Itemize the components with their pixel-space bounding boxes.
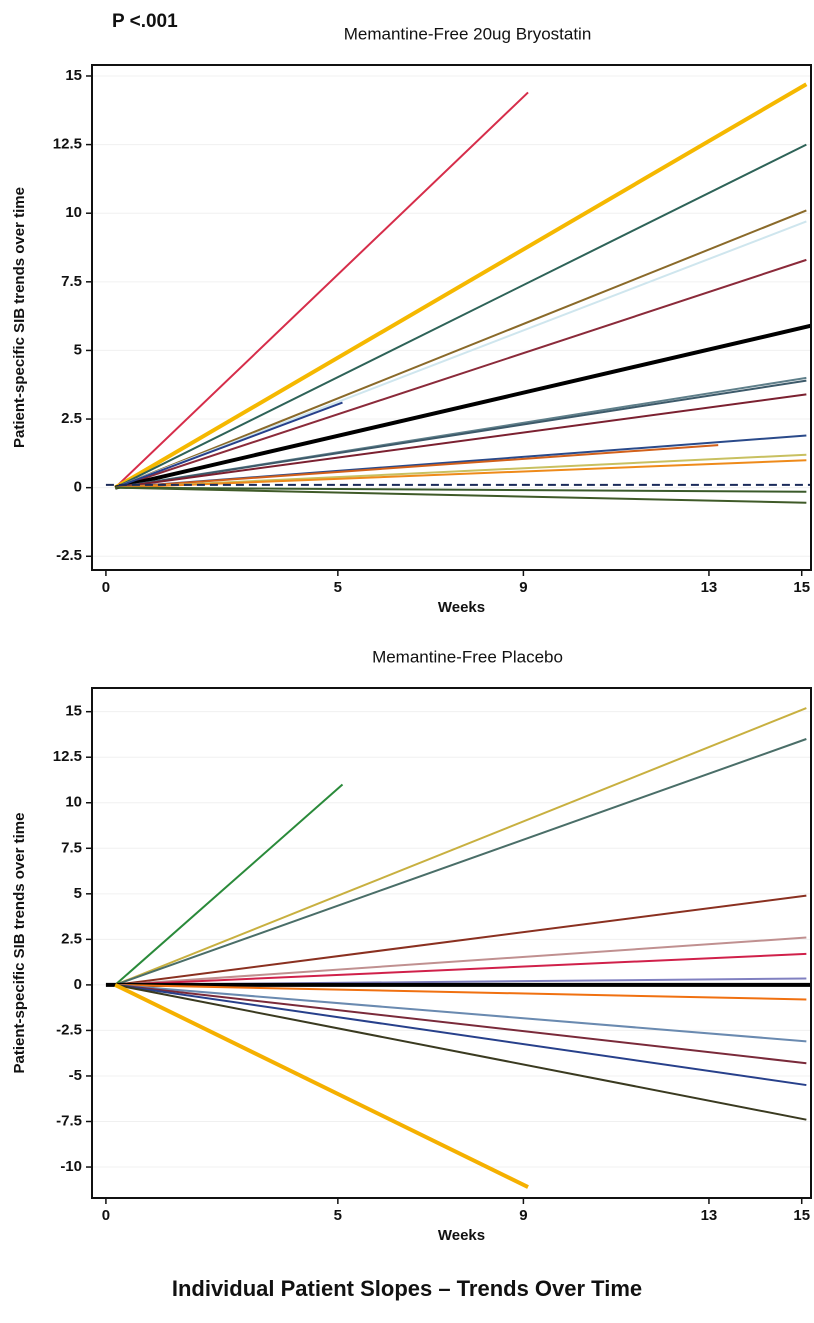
- x-axis-label: Weeks: [438, 1227, 485, 1244]
- caption: Individual Patient Slopes – Trends Over …: [172, 1276, 642, 1301]
- y-tick-label: -10: [60, 1158, 82, 1175]
- series-line: [114, 323, 812, 490]
- y-tick-label: 0: [74, 479, 82, 496]
- series-line: [115, 983, 807, 1087]
- series-line: [115, 936, 807, 986]
- x-tick-label: 0: [102, 579, 110, 596]
- y-tick-label: 12.5: [53, 136, 82, 153]
- series-line: [114, 983, 529, 1189]
- series-line: [115, 983, 807, 1001]
- series-line: [114, 707, 807, 986]
- y-tick-label: 0: [74, 976, 82, 993]
- y-axis-label: Patient-specific SIB trends over time: [11, 187, 28, 448]
- series-line: [115, 952, 807, 986]
- series-line: [115, 459, 807, 489]
- series-line: [114, 91, 529, 489]
- x-tick-label: 13: [701, 579, 718, 596]
- series-line: [114, 258, 807, 489]
- y-tick-label: 2.5: [61, 410, 82, 427]
- x-tick-label: 13: [701, 1207, 718, 1224]
- y-tick-label: 7.5: [61, 839, 82, 856]
- x-tick-label: 5: [334, 579, 342, 596]
- y-tick-label: 5: [74, 341, 82, 358]
- x-tick-label: 9: [519, 1207, 527, 1224]
- x-tick-label: 15: [793, 1207, 810, 1224]
- plot-frame: [91, 687, 812, 1199]
- series-line: [114, 738, 807, 986]
- x-tick-label: 5: [334, 1207, 342, 1224]
- series-line: [115, 983, 807, 1065]
- y-tick-label: 15: [65, 67, 82, 84]
- y-tick-label: -5: [69, 1067, 82, 1084]
- series-line: [115, 444, 719, 489]
- y-tick-label: 10: [65, 204, 82, 221]
- y-axis-label: Patient-specific SIB trends over time: [11, 813, 28, 1074]
- y-tick-label: -2.5: [56, 547, 82, 564]
- y-tick-label: 5: [74, 885, 82, 902]
- series-line: [114, 143, 807, 489]
- annotation: P <.001: [112, 11, 178, 32]
- series-line: [115, 486, 807, 493]
- series-line: [115, 486, 807, 504]
- y-tick-label: -2.5: [56, 1021, 82, 1038]
- y-tick-label: 15: [65, 703, 82, 720]
- x-tick-label: 15: [793, 579, 810, 596]
- chart-title: Memantine-Free 20ug Bryostatin: [344, 24, 592, 43]
- x-tick-label: 0: [102, 1207, 110, 1224]
- chart-title: Memantine-Free Placebo: [372, 647, 563, 666]
- x-axis-label: Weeks: [438, 599, 485, 616]
- series-line: [114, 209, 807, 489]
- series-line: [115, 894, 807, 986]
- y-tick-label: 2.5: [61, 930, 82, 947]
- series-line: [114, 220, 807, 489]
- series-line: [115, 393, 807, 489]
- series-line: [115, 983, 807, 1043]
- y-tick-label: -7.5: [56, 1112, 82, 1129]
- series-line: [114, 783, 344, 986]
- series-line: [114, 82, 808, 490]
- series-line: [115, 379, 807, 489]
- x-tick-label: 9: [519, 579, 527, 596]
- series-line: [115, 983, 807, 1121]
- plot-frame: [91, 64, 812, 571]
- series-line: [114, 401, 343, 489]
- y-tick-label: 10: [65, 794, 82, 811]
- y-tick-label: 12.5: [53, 748, 82, 765]
- y-tick-label: 7.5: [61, 273, 82, 290]
